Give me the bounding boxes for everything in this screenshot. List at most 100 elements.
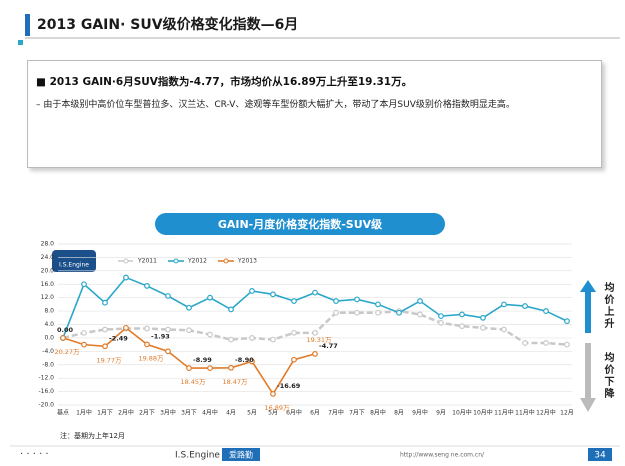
y-tick-label: 24.0	[41, 254, 55, 261]
point	[144, 283, 150, 289]
y-tick-label: -20.0	[38, 402, 54, 409]
x-tick-label: 7月中	[328, 409, 344, 417]
data-label: -16.69	[277, 382, 301, 390]
page-number: 34	[594, 451, 606, 461]
price-label: 16.89万	[264, 404, 290, 412]
chart-title-bg	[155, 213, 445, 235]
point	[249, 288, 255, 294]
point	[165, 293, 171, 299]
url: http://www.seng ne.com.cn/	[400, 452, 485, 459]
point	[144, 325, 150, 332]
deco	[18, 40, 23, 45]
point	[543, 308, 549, 314]
data-label: -2.49	[109, 334, 128, 342]
headline: ■ 2013 GAIN·6月SUV指数为-4.77，市场均价从16.89万上升至…	[36, 76, 413, 88]
x-tick-label: 6月中	[286, 409, 302, 417]
x-tick-label: 4月	[226, 410, 236, 417]
detail: – 由于本级别中高价位车型普拉多、汉兰达、CR-V、途观等车型份额大幅扩大，带动…	[36, 100, 515, 110]
point	[522, 340, 528, 346]
x-tick-label: 5月	[268, 410, 278, 417]
brand: I.S.Engine	[175, 451, 220, 461]
legend-label: Y2011	[137, 258, 157, 265]
y-tick-label: -12.0	[38, 375, 54, 382]
x-tick-label: 10月中	[452, 409, 472, 417]
data-label: -8.99	[193, 356, 212, 364]
x-tick-label: 2月中	[118, 409, 134, 417]
x-tick-label: 8月中	[370, 409, 386, 417]
page-bg	[588, 448, 612, 461]
data-label: 0.00	[57, 326, 74, 334]
x-tick-label: 5月	[247, 410, 257, 417]
point	[291, 356, 297, 363]
point	[228, 336, 234, 343]
point	[312, 329, 318, 336]
point	[375, 301, 381, 308]
point	[354, 296, 360, 303]
dots: · · · · ·	[20, 449, 49, 460]
point	[249, 358, 255, 365]
point	[81, 341, 87, 348]
point	[207, 331, 213, 338]
x-tick-label: 1月下	[97, 410, 113, 417]
point	[81, 329, 87, 336]
y-tick-label: 8.0	[44, 308, 54, 315]
point	[480, 324, 486, 331]
point	[102, 326, 108, 333]
point	[543, 340, 549, 346]
price-label: 19.88万	[138, 354, 164, 362]
x-tick-label: 7月下	[349, 410, 365, 417]
price-label: 20.27万	[54, 348, 80, 356]
x-tick-label: 12月	[560, 410, 574, 417]
price-label: 19.77万	[96, 356, 122, 364]
point	[333, 309, 339, 316]
data-label: -8.90	[235, 356, 254, 364]
point	[123, 274, 129, 281]
point	[270, 336, 276, 343]
point	[333, 298, 339, 304]
y-tick-label: 16.0	[41, 281, 55, 288]
point	[102, 343, 108, 350]
x-tick-label: 6月	[310, 410, 320, 417]
point	[396, 309, 402, 316]
x-tick-label: 9月中	[412, 409, 428, 417]
price-label: 19.31万	[306, 336, 332, 344]
point	[312, 351, 318, 357]
logo	[52, 250, 96, 272]
point	[291, 298, 297, 304]
point	[186, 365, 192, 371]
point	[480, 314, 486, 321]
point	[228, 306, 234, 313]
down-arrow	[580, 343, 596, 412]
point	[522, 303, 528, 309]
point	[438, 313, 444, 320]
point	[459, 323, 465, 330]
y-tick-label: 12.0	[41, 294, 55, 301]
y-tick-label: 0.0	[44, 334, 54, 341]
x-tick-label: 12月中	[536, 409, 556, 417]
point	[186, 327, 192, 334]
y-tick-label: -16.0	[38, 388, 54, 395]
x-tick-label: 10月中	[473, 409, 493, 417]
x-tick-label: 11月中	[515, 409, 535, 417]
point	[81, 281, 87, 288]
data-label: -4.77	[319, 342, 338, 350]
title-bar	[25, 14, 30, 36]
point	[312, 289, 318, 296]
point	[564, 318, 570, 325]
legend-label: Y2013	[237, 258, 257, 265]
up-label: 均价上升	[602, 282, 613, 330]
point	[144, 341, 150, 348]
legend-marker	[173, 258, 179, 264]
point	[60, 335, 66, 341]
summary-box	[27, 60, 602, 168]
brand-cn: 爱路勤	[229, 450, 253, 460]
point	[228, 364, 234, 371]
y-tick-label: -8.0	[42, 361, 54, 368]
point	[354, 309, 360, 316]
point	[291, 329, 297, 336]
logo-text: I.S.Engine	[59, 262, 89, 269]
brand-cn-bg	[222, 448, 260, 461]
legend-label: Y2012	[187, 258, 207, 265]
